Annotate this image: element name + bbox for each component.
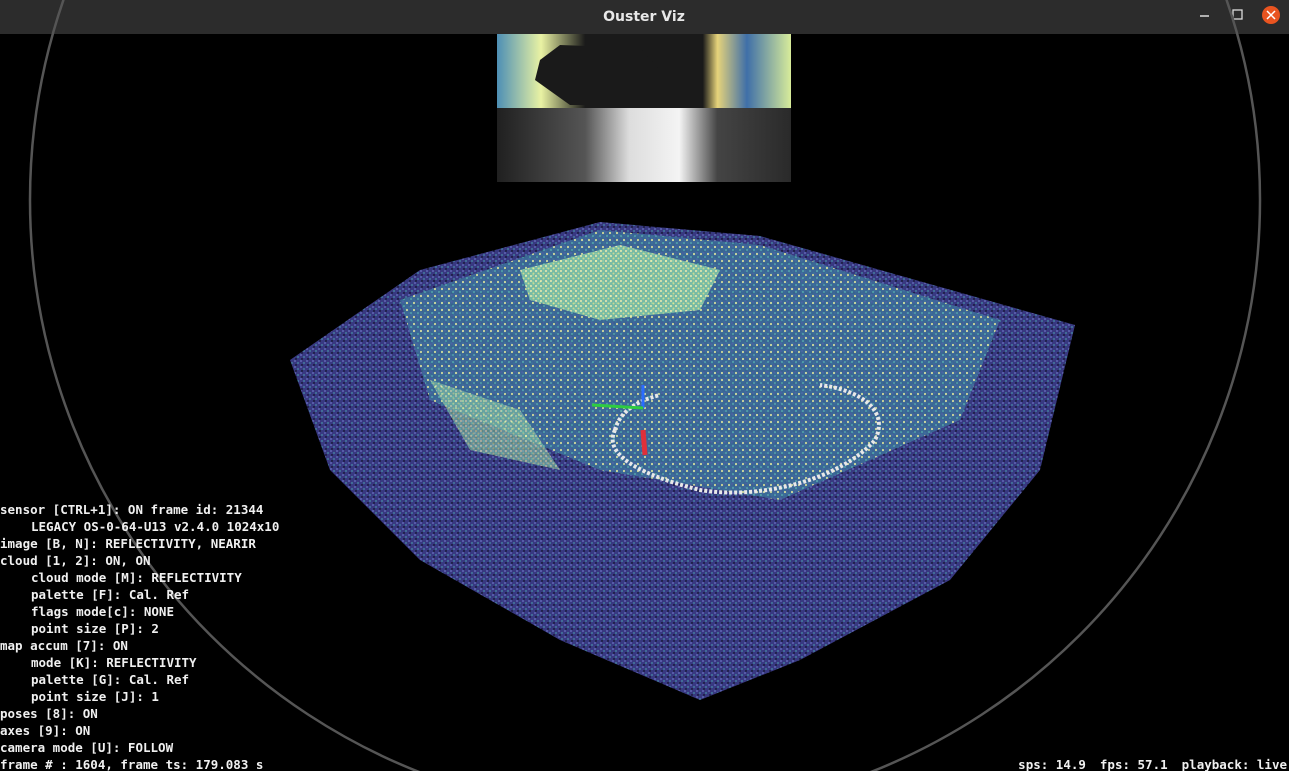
hud-line: axes [9]: ON: [0, 723, 90, 738]
image-panel: [497, 34, 791, 182]
viewport: [28, 0, 1262, 771]
hud-subline: mode [K]: REFLECTIVITY: [31, 655, 197, 670]
close-button[interactable]: [1262, 6, 1280, 24]
hud-subline: LEGACY OS-0-64-U13 v2.4.0 1024x10: [31, 519, 279, 534]
hud-subline: flags mode[c]: NONE: [31, 604, 174, 619]
trajectory: [610, 383, 881, 495]
hud-line: image [B, N]: REFLECTIVITY, NEARIR: [0, 536, 256, 551]
hud-subline: point size [P]: 2: [31, 621, 159, 636]
axis-y: [591, 403, 644, 410]
reflective-patch: [520, 245, 720, 320]
hud-subline: cloud mode [M]: REFLECTIVITY: [31, 570, 242, 585]
hud-subline: palette [G]: Cal. Ref: [31, 672, 189, 687]
hud: sensor [CTRL+1]: ON frame id: 21344 LEGAC…: [0, 502, 1287, 771]
hud-line: sensor [CTRL+1]: ON frame id: 21344: [0, 502, 263, 517]
title-bar: [0, 0, 1289, 34]
hud-line: frame # : 1604, frame ts: 179.083 s: [0, 757, 263, 771]
hud-line: map accum [7]: ON: [0, 638, 128, 653]
status-item: playback: live: [1182, 757, 1288, 771]
axis-x: [640, 429, 648, 456]
nearir-image: [497, 108, 791, 182]
status-item: fps: 57.1: [1100, 757, 1168, 771]
ring: [28, 0, 1262, 771]
hud-line: camera mode [U]: FOLLOW: [0, 740, 174, 755]
status-item: sps: 14.9: [1018, 757, 1086, 771]
reflective-patch: [430, 380, 560, 470]
hud-subline: point size [J]: 1: [31, 689, 159, 704]
hud-line: poses [8]: ON: [0, 706, 98, 721]
maximize-button[interactable]: [1232, 9, 1243, 20]
hud-line: cloud [1, 2]: ON, ON: [0, 553, 151, 568]
hud-subline: palette [F]: Cal. Ref: [31, 587, 189, 602]
window-title: Ouster Viz: [603, 9, 685, 25]
